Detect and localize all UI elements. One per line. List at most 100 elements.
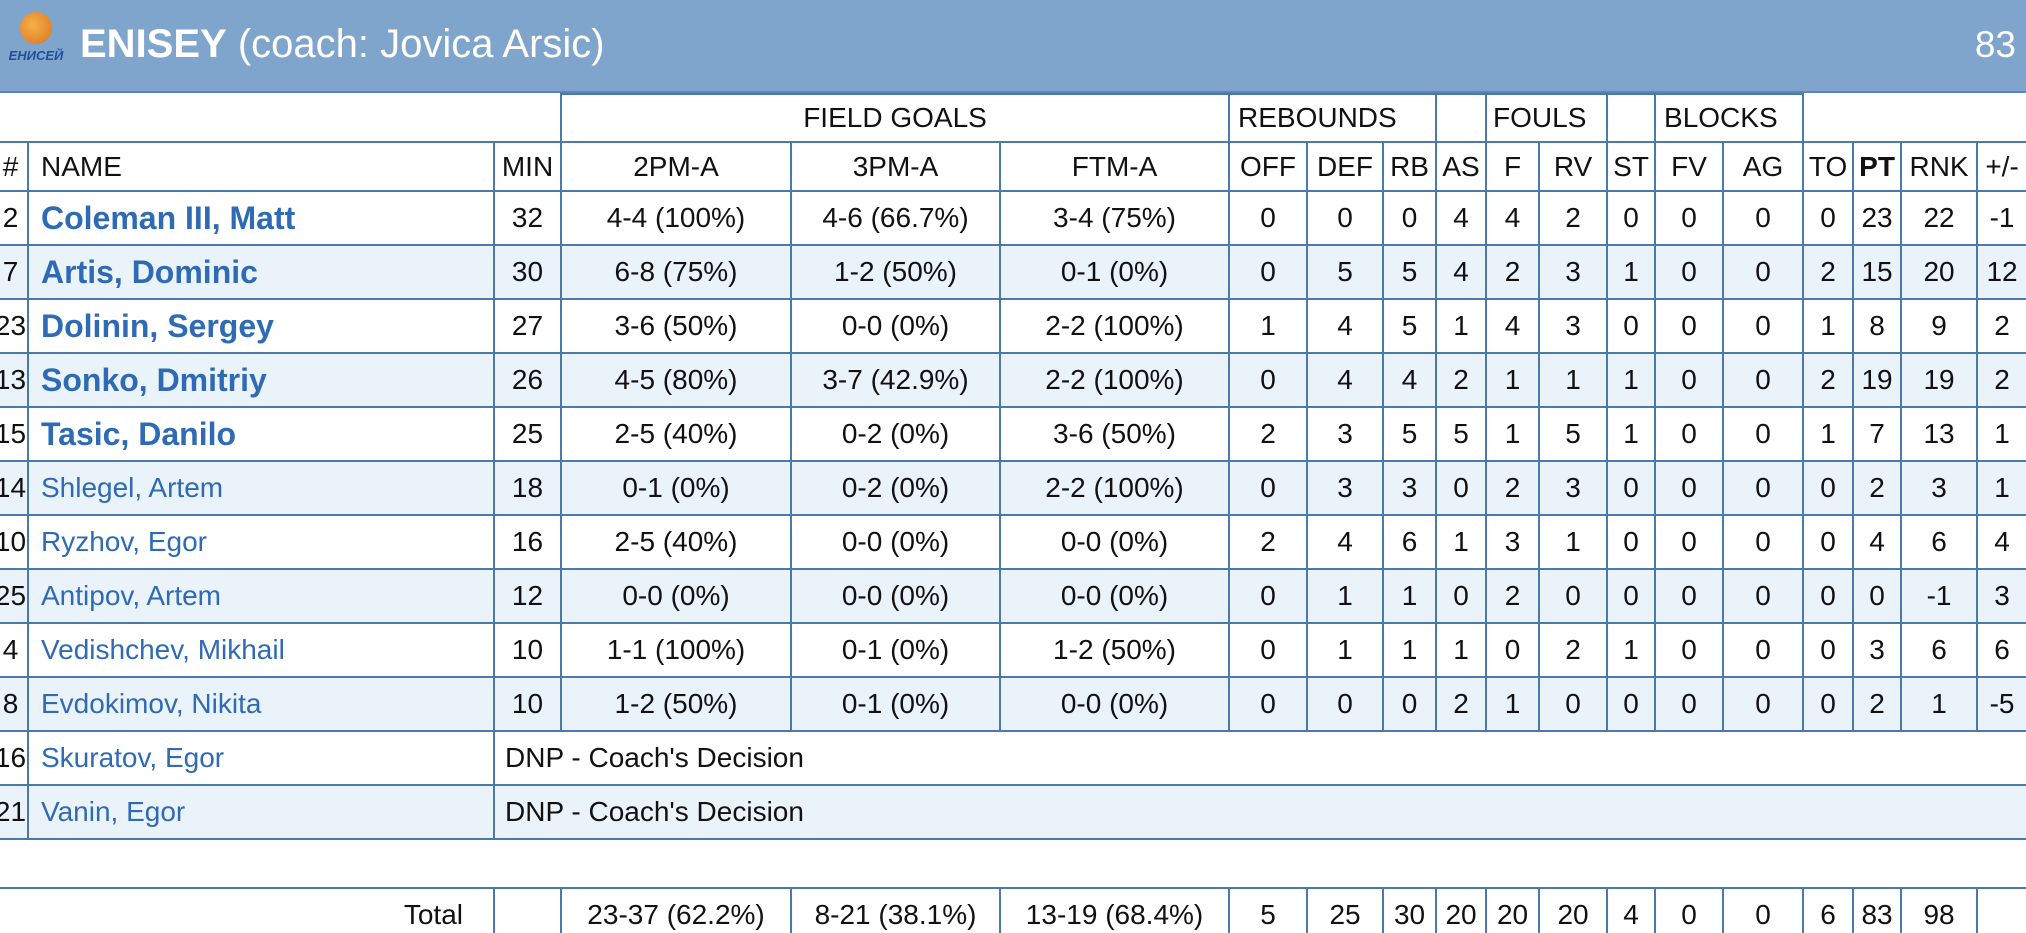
stat-cell: 0: [1722, 298, 1805, 354]
player-name[interactable]: Evdokimov, Nikita: [27, 676, 495, 732]
stat-cell: 4-5 (80%): [560, 352, 793, 408]
stat-cell: 0-2 (0%): [790, 406, 1002, 462]
stat-cell: 0: [1228, 190, 1309, 246]
stat-cell: 3-6 (50%): [999, 406, 1231, 462]
player-name[interactable]: Shlegel, Artem: [27, 460, 495, 516]
stat-cell: 0: [1228, 244, 1309, 300]
stat-cell: 0: [1654, 298, 1725, 354]
stat-cell: -5: [1976, 676, 2026, 732]
empty-cell: [1976, 887, 2026, 933]
stat-cell: 0-1 (0%): [790, 622, 1002, 678]
player-name[interactable]: Coleman III, Matt: [27, 190, 495, 246]
player-name[interactable]: Vedishchev, Mikhail: [27, 622, 495, 678]
total-cell: 8-21 (38.1%): [790, 887, 1002, 933]
stat-cell: 0-0 (0%): [999, 514, 1231, 570]
stat-cell: 0: [1306, 676, 1385, 732]
player-number: 16: [0, 730, 29, 786]
column-header: TO: [1802, 141, 1855, 192]
stat-cell: 0: [1435, 568, 1488, 624]
stat-cell: 0-2 (0%): [790, 460, 1002, 516]
player-name[interactable]: Dolinin, Sergey: [27, 298, 495, 354]
stat-cell: 5: [1382, 244, 1438, 300]
stat-cell: 0: [1802, 514, 1855, 570]
player-name[interactable]: Sonko, Dmitriy: [27, 352, 495, 408]
stat-cell: 0: [1654, 190, 1725, 246]
stat-cell: 3: [1306, 406, 1385, 462]
stat-cell: 0: [1802, 622, 1855, 678]
stat-cell: 2: [1852, 460, 1903, 516]
player-name[interactable]: Vanin, Egor: [27, 784, 495, 840]
stat-cell: 0: [1228, 352, 1309, 408]
stat-cell: 0-0 (0%): [999, 676, 1231, 732]
stat-cell: 3-7 (42.9%): [790, 352, 1002, 408]
stat-cell: 1: [1606, 622, 1657, 678]
stat-cell: -1: [1976, 190, 2026, 246]
stat-cell: 4-6 (66.7%): [790, 190, 1002, 246]
column-header: FTM-A: [999, 141, 1231, 192]
column-header: 2PM-A: [560, 141, 793, 192]
stat-cell: 1: [1606, 352, 1657, 408]
stat-cell: 27: [492, 298, 563, 354]
stat-cell: 1: [1976, 460, 2026, 516]
stat-cell: 0: [1654, 244, 1725, 300]
stat-cell: 13: [1900, 406, 1979, 462]
stat-cell: 1: [1802, 406, 1855, 462]
stat-cell: 7: [1852, 406, 1903, 462]
stat-cell: 2-2 (100%): [999, 460, 1231, 516]
stat-cell: 0-0 (0%): [790, 514, 1002, 570]
column-header: RB: [1382, 141, 1438, 192]
stat-cell: 3: [1852, 622, 1903, 678]
stat-cell: 1: [1228, 298, 1309, 354]
stat-cell: 2: [1802, 244, 1855, 300]
stat-cell: 0: [1306, 190, 1385, 246]
stat-cell: 0: [1382, 190, 1438, 246]
empty-cell: [492, 887, 563, 933]
total-cell: 30: [1382, 887, 1438, 933]
empty-cell: [1606, 93, 1657, 143]
team-logo: ЕНИСЕЙ: [6, 12, 66, 72]
column-header: RNK: [1900, 141, 1979, 192]
stat-cell: 1: [1435, 514, 1488, 570]
column-header: RV: [1538, 141, 1609, 192]
player-name[interactable]: Tasic, Danilo: [27, 406, 495, 462]
total-cell: 4: [1606, 887, 1657, 933]
stat-cell: 1: [1435, 298, 1488, 354]
player-number: 8: [0, 676, 29, 732]
column-header: #: [0, 141, 29, 192]
empty-cell: [1435, 93, 1488, 143]
player-name[interactable]: Ryzhov, Egor: [27, 514, 495, 570]
total-cell: 5: [1228, 887, 1309, 933]
spacer-row: [0, 838, 2026, 889]
stat-cell: 1-1 (100%): [560, 622, 793, 678]
player-name[interactable]: Antipov, Artem: [27, 568, 495, 624]
total-cell: 20: [1435, 887, 1488, 933]
stat-cell: 2: [1485, 568, 1541, 624]
stat-cell: 0: [1538, 676, 1609, 732]
stat-cell: 23: [1852, 190, 1903, 246]
player-row: 4 Vedishchev, Mikhail 10 1-1 (100%) 0-1 (0%)…: [0, 622, 2026, 678]
total-label: Total: [0, 887, 495, 933]
stat-cell: 0: [1722, 352, 1805, 408]
player-name[interactable]: Skuratov, Egor: [27, 730, 495, 786]
total-cell: 25: [1306, 887, 1385, 933]
stat-cell: 1: [1485, 406, 1541, 462]
stat-cell: 5: [1382, 406, 1438, 462]
stat-cell: 0: [1722, 568, 1805, 624]
stat-cell: 0: [1538, 568, 1609, 624]
stat-cell: 5: [1306, 244, 1385, 300]
stat-cell: 4: [1976, 514, 2026, 570]
stat-cell: 4: [1435, 244, 1488, 300]
group-header: REBOUNDS: [1228, 93, 1438, 143]
stat-cell: 4: [1306, 352, 1385, 408]
stat-cell: 1-2 (50%): [790, 244, 1002, 300]
stat-cell: 20: [1900, 244, 1979, 300]
stat-cell: 1: [1538, 352, 1609, 408]
total-cell: 98: [1900, 887, 1979, 933]
stat-cell: 4: [1485, 190, 1541, 246]
player-name[interactable]: Artis, Dominic: [27, 244, 495, 300]
stat-cell: 0-1 (0%): [560, 460, 793, 516]
total-cell: 20: [1485, 887, 1541, 933]
stat-cell: 30: [492, 244, 563, 300]
stat-cell: 0: [1228, 676, 1309, 732]
player-number: 2: [0, 190, 29, 246]
